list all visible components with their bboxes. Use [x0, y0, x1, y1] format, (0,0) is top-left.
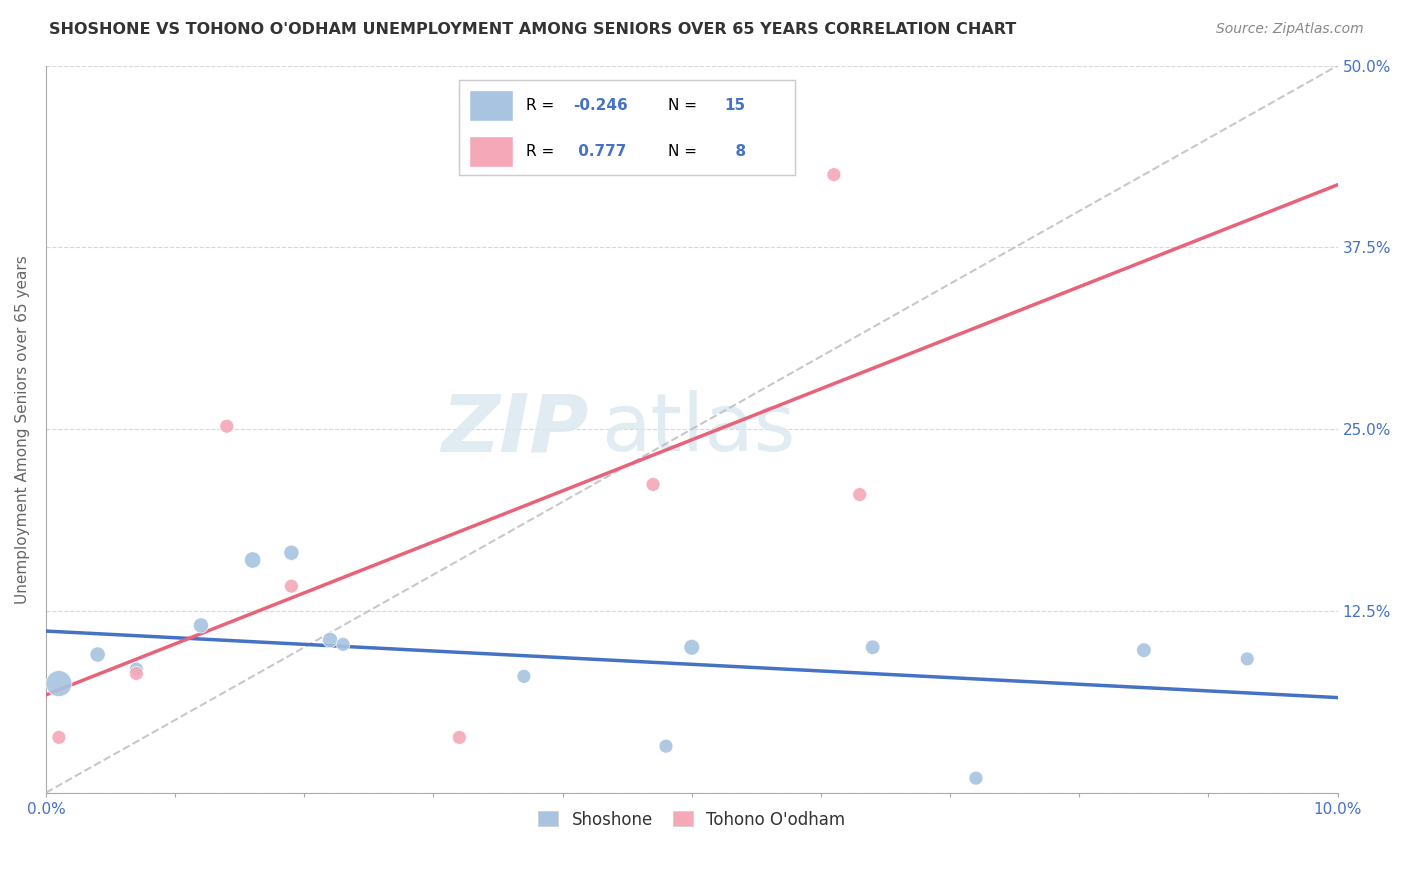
Point — [848, 487, 870, 501]
Point — [280, 546, 302, 560]
Point — [655, 739, 678, 753]
Point — [862, 640, 884, 655]
Point — [823, 168, 845, 182]
Point — [641, 477, 664, 491]
Point — [48, 676, 70, 690]
Text: atlas: atlas — [602, 390, 796, 468]
Point — [319, 632, 342, 647]
Point — [332, 637, 354, 651]
Text: SHOSHONE VS TOHONO O'ODHAM UNEMPLOYMENT AMONG SENIORS OVER 65 YEARS CORRELATION : SHOSHONE VS TOHONO O'ODHAM UNEMPLOYMENT … — [49, 22, 1017, 37]
Text: ZIP: ZIP — [441, 390, 589, 468]
Point — [86, 648, 108, 662]
Text: Source: ZipAtlas.com: Source: ZipAtlas.com — [1216, 22, 1364, 37]
Point — [1236, 652, 1258, 666]
Legend: Shoshone, Tohono O'odham: Shoshone, Tohono O'odham — [531, 804, 852, 835]
Point — [1133, 643, 1156, 657]
Point — [449, 731, 471, 745]
Point — [242, 553, 264, 567]
Point — [681, 640, 703, 655]
Point — [48, 731, 70, 745]
Point — [190, 618, 212, 632]
Point — [513, 669, 536, 683]
Point — [965, 771, 987, 785]
Point — [125, 666, 148, 681]
Point — [280, 579, 302, 593]
Y-axis label: Unemployment Among Seniors over 65 years: Unemployment Among Seniors over 65 years — [15, 255, 30, 604]
Point — [215, 419, 238, 434]
Point — [125, 662, 148, 676]
